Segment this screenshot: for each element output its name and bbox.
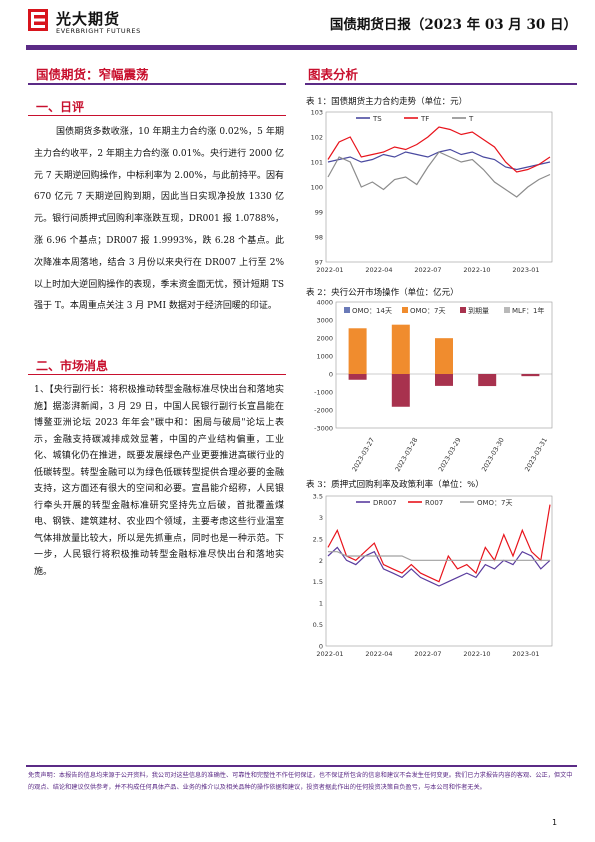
legend-swatch bbox=[402, 307, 408, 313]
y-tick-label: 100 bbox=[311, 184, 323, 192]
bar bbox=[348, 374, 367, 380]
brand-name-en: EVERBRIGHT FUTURES bbox=[56, 27, 141, 35]
x-tick-label: 2023-01 bbox=[512, 650, 539, 658]
logo-icon bbox=[28, 9, 48, 31]
y-tick-label: 103 bbox=[311, 109, 323, 117]
brand-name-cn: 光大期货 bbox=[56, 10, 121, 28]
x-tick-label: 2023-03-30 bbox=[480, 436, 506, 473]
column-divider bbox=[305, 83, 577, 85]
y-tick-label: 102 bbox=[311, 134, 323, 142]
y-tick-label: -1000 bbox=[314, 389, 333, 397]
x-tick-label: 2022-10 bbox=[463, 650, 490, 658]
x-tick-label: 2022-04 bbox=[365, 266, 392, 274]
plot-frame bbox=[325, 495, 553, 647]
x-tick-label: 2022-07 bbox=[414, 650, 441, 658]
y-tick-label: 3.5 bbox=[313, 493, 323, 501]
legend-label: 到期量 bbox=[468, 307, 489, 315]
series-line bbox=[327, 126, 551, 173]
y-tick-label: 3000 bbox=[316, 317, 333, 325]
header-divider bbox=[26, 45, 577, 50]
section-divider bbox=[28, 374, 286, 375]
x-tick-label: 2023-03-31 bbox=[523, 436, 549, 473]
bar bbox=[348, 328, 367, 374]
x-tick-label: 2023-03-29 bbox=[437, 436, 463, 473]
legend-swatch bbox=[344, 307, 350, 313]
disclaimer-text: 免责声明：本报告的信息均来源于公开资料，我公司对这些信息的准确性、可靠性和完整性… bbox=[28, 772, 573, 791]
footer-divider bbox=[26, 765, 577, 767]
chart3-title: 表 3：质押式回购利率及政策利率（单位：%） bbox=[306, 480, 484, 490]
y-tick-label: 2.5 bbox=[313, 535, 323, 543]
series-line bbox=[327, 504, 551, 583]
review-paragraph: 国债期货多数收涨，10 年期主力合约涨 0.02%，5 年期主力合约收平，2 年… bbox=[34, 127, 284, 312]
news-paragraph: 1、【央行副行长：将积极推动转型金融标准尽快出台和落地实施】据澎湃新闻，3 月 … bbox=[34, 385, 284, 577]
bar bbox=[478, 374, 497, 387]
section-divider bbox=[28, 115, 286, 116]
y-tick-label: 2000 bbox=[316, 335, 333, 343]
bar bbox=[521, 374, 540, 377]
x-tick-label: 2022-01 bbox=[316, 650, 343, 658]
legend-label: DR007 bbox=[373, 499, 397, 507]
omo-operations-chart: 4000 3000 2000 1000 0 -1000 -2000 -3000 2023-03-… bbox=[314, 299, 553, 473]
y-tick-label: 3 bbox=[319, 514, 323, 522]
x-tick-label: 2022-01 bbox=[316, 266, 343, 274]
y-tick-label: 2 bbox=[319, 557, 323, 565]
section-heading-news: 二、市场消息 bbox=[36, 359, 109, 373]
repo-rate-chart: 0 0.5 1 1.5 2 2.5 3 3.5 2022-01 2022-04 2022-07 202… bbox=[313, 493, 553, 658]
y-tick-label: 0 bbox=[319, 643, 323, 651]
bar bbox=[435, 374, 453, 386]
y-tick-label: 1000 bbox=[316, 353, 333, 361]
report-title: 国债期货日报（2023 年 03 月 30 日） bbox=[329, 17, 577, 33]
y-tick-label: 1 bbox=[319, 600, 323, 608]
page-title: 国债期货：窄幅震荡 bbox=[36, 67, 149, 82]
page-number: 1 bbox=[552, 818, 558, 827]
chart1-title: 表 1：国债期货主力合约走势（单位：元） bbox=[306, 97, 468, 107]
legend-label: OMO：7天 bbox=[477, 499, 513, 507]
x-tick-label: 2023-03-28 bbox=[394, 436, 420, 473]
legend-swatch bbox=[504, 307, 510, 313]
bar bbox=[391, 374, 410, 407]
chart2-title: 表 2：央行公开市场操作（单位：亿元） bbox=[306, 288, 459, 298]
legend-label: MLF：1年 bbox=[512, 306, 544, 315]
legend-label: TS bbox=[372, 115, 382, 123]
bar bbox=[391, 324, 410, 374]
futures-price-chart: 97 98 99 100 101 102 103 2022-01 2022-04 2022-07 2… bbox=[311, 109, 553, 274]
y-tick-label: 99 bbox=[315, 209, 323, 217]
legend-label: OMO：14天 bbox=[352, 307, 392, 315]
y-tick-label: -2000 bbox=[314, 407, 333, 415]
x-tick-label: 2022-07 bbox=[414, 266, 441, 274]
legend-label: OMO：7天 bbox=[410, 307, 446, 315]
section-heading-review: 一、日评 bbox=[36, 100, 85, 114]
y-tick-label: 98 bbox=[315, 234, 323, 242]
y-tick-label: 97 bbox=[315, 259, 323, 267]
y-tick-label: 101 bbox=[311, 159, 323, 167]
legend-swatch bbox=[460, 307, 466, 313]
x-tick-label: 2022-04 bbox=[365, 650, 392, 658]
plot-frame bbox=[335, 301, 553, 429]
series-line bbox=[328, 551, 550, 561]
legend-label: TF bbox=[420, 115, 429, 123]
legend-label: T bbox=[468, 115, 474, 123]
y-tick-label: 1.5 bbox=[313, 578, 323, 586]
y-tick-label: 4000 bbox=[316, 299, 333, 307]
charts-heading: 图表分析 bbox=[308, 67, 359, 82]
x-tick-label: 2023-03-27 bbox=[350, 436, 376, 473]
bar bbox=[435, 338, 453, 374]
column-divider bbox=[28, 83, 286, 85]
y-tick-label: 0.5 bbox=[313, 621, 323, 629]
x-tick-label: 2023-01 bbox=[512, 266, 539, 274]
x-tick-label: 2022-10 bbox=[463, 266, 490, 274]
plot-frame bbox=[325, 111, 553, 263]
y-tick-label: 0 bbox=[329, 371, 333, 379]
legend-label: R007 bbox=[425, 499, 443, 507]
y-tick-label: -3000 bbox=[314, 425, 333, 433]
series-line bbox=[327, 151, 551, 198]
